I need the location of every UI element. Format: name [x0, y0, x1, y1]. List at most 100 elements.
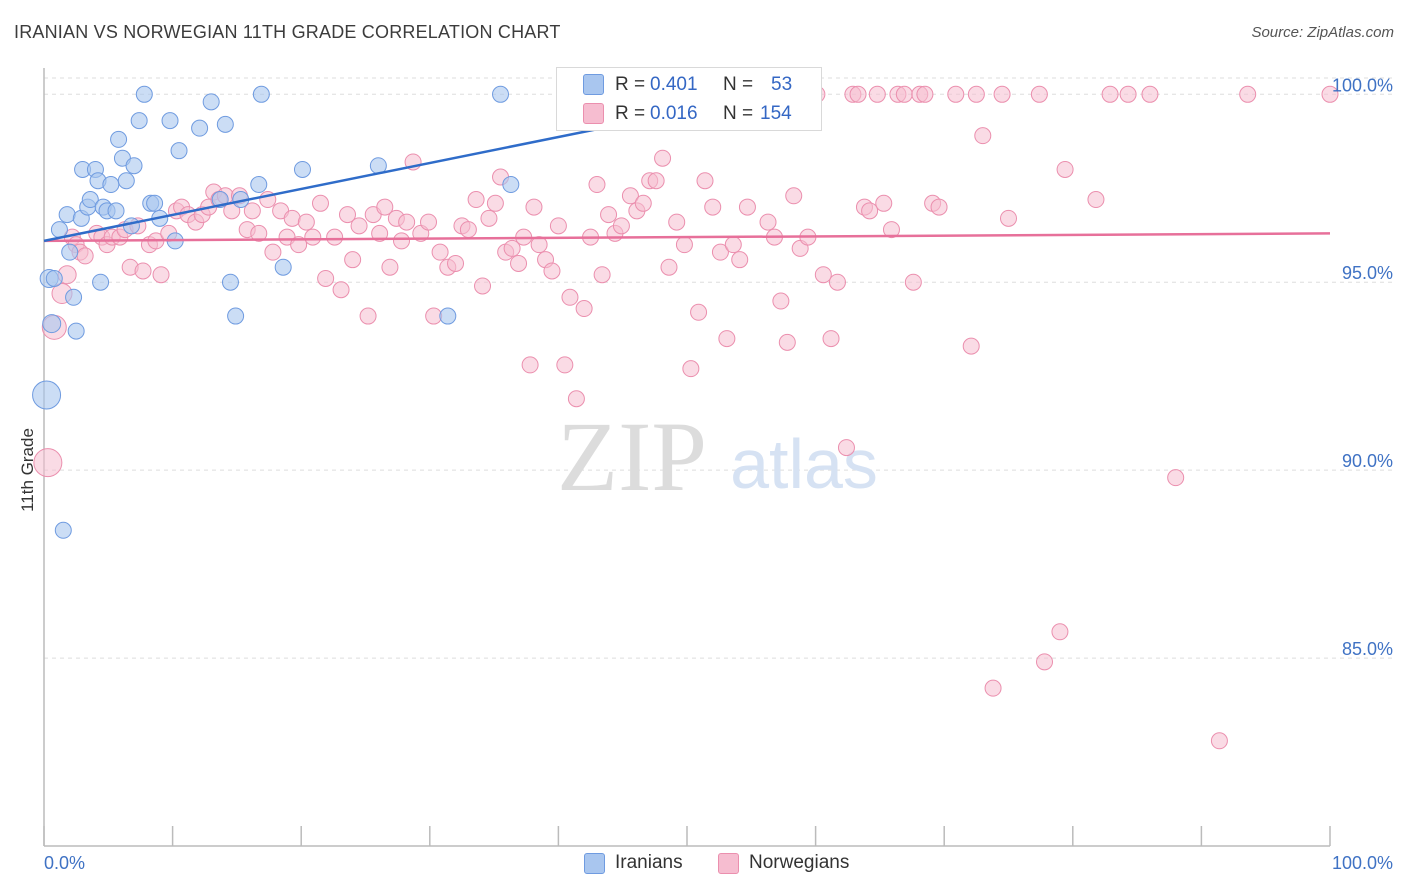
iranian-point [102, 176, 120, 194]
iranian-point [250, 176, 268, 194]
norwegian-point [283, 209, 301, 227]
norwegian-point [371, 224, 389, 242]
iranian-point [107, 202, 125, 220]
iranian-point [110, 130, 128, 148]
norwegian-point [359, 307, 377, 325]
norwegian-point [778, 333, 796, 351]
norwegian-point [1119, 85, 1137, 103]
iranian-point [191, 119, 209, 137]
norwegian-point [882, 221, 900, 239]
norwegian-point [930, 198, 948, 216]
iranians-n-label: N = [723, 74, 754, 95]
norwegian-point [962, 337, 980, 355]
norwegian-point [904, 273, 922, 291]
norwegian-point [690, 303, 708, 321]
y-tick-label: 100.0% [1332, 75, 1393, 95]
norwegian-point [1321, 85, 1339, 103]
x-tick-label-min: 0.0% [44, 853, 85, 873]
norwegian-point [459, 221, 477, 239]
norwegian-point [967, 85, 985, 103]
norwegian-point [647, 172, 665, 190]
norwegian-point [724, 236, 742, 254]
norwegian-point [668, 213, 686, 231]
norwegian-point [634, 194, 652, 212]
iranian-point [274, 258, 292, 276]
norwegian-point [33, 448, 63, 478]
norwegian-point [593, 266, 611, 284]
iranian-point [135, 85, 153, 103]
norwegian-point [467, 191, 485, 209]
norwegian-point [134, 262, 152, 280]
y-tick-label: 95.0% [1342, 263, 1393, 283]
tick-labels: 85.0% 90.0% 95.0% 100.0% 0.0% 100.0% [44, 75, 1393, 873]
norwegian-point [837, 439, 855, 457]
iranians-n-value: 53 [771, 74, 793, 95]
norwegian-point [654, 149, 672, 167]
norwegian-point [828, 273, 846, 291]
iranian-point [32, 380, 62, 410]
norwegian-point [243, 202, 261, 220]
norwegian-point [561, 288, 579, 306]
norwegian-point [486, 194, 504, 212]
stats-legend: R = 0.401 N = 53 R = 0.016 N = 154 [556, 67, 822, 131]
iranian-point [65, 288, 83, 306]
norwegian-point [682, 360, 700, 378]
iranian-point [227, 307, 245, 325]
iranian-point [61, 243, 79, 261]
norwegian-point [1087, 191, 1105, 209]
norwegian-point [350, 217, 368, 235]
stats-row-norwegians: R = 0.016 N = 154 [557, 99, 821, 129]
legend-item-iranians[interactable]: Iranians [584, 852, 683, 874]
gridlines [44, 77, 1395, 659]
legend-item-norwegians[interactable]: Norwegians [718, 852, 849, 874]
norwegian-point [575, 300, 593, 318]
norwegian-point [785, 187, 803, 205]
watermark-atlas: atlas [730, 425, 878, 503]
norwegian-point [696, 172, 714, 190]
norwegian-point [332, 281, 350, 299]
norwegian-point [1030, 85, 1048, 103]
iranian-point [221, 273, 239, 291]
iranian-point [502, 176, 520, 194]
iranian-point [81, 191, 99, 209]
norwegian-point [1056, 160, 1074, 178]
iranians-r-value: 0.401 [650, 74, 698, 95]
iranian-point [125, 157, 143, 175]
norwegians-n-label: N = [723, 103, 754, 124]
iranian-point [50, 221, 68, 239]
iranian-point [45, 269, 63, 287]
norwegian-point [588, 176, 606, 194]
iranian-point [293, 160, 311, 178]
legend-swatch-norwegians [718, 852, 739, 874]
iranian-point [492, 85, 510, 103]
norwegian-point [264, 243, 282, 261]
norwegian-point [660, 258, 678, 276]
norwegian-point [338, 206, 356, 224]
norwegians-swatch [583, 103, 604, 124]
iranian-point [122, 217, 140, 235]
iranian-point [439, 307, 457, 325]
norwegian-point [1000, 209, 1017, 227]
norwegian-point [76, 247, 94, 265]
norwegian-point [974, 127, 992, 145]
norwegian-point [704, 198, 722, 216]
iranian-point [161, 112, 179, 130]
norwegian-point [621, 187, 639, 205]
norwegian-point [1239, 85, 1257, 103]
norwegian-point [822, 330, 840, 348]
iranian-point [117, 172, 135, 190]
y-tick-label: 85.0% [1342, 639, 1393, 659]
norwegians-r-value: 0.016 [650, 103, 698, 124]
norwegian-point [304, 228, 322, 246]
iranian-point [54, 521, 72, 539]
norwegian-point [861, 202, 879, 220]
iranian-point [216, 115, 234, 133]
norwegian-point [431, 243, 449, 261]
iranians-swatch [583, 74, 604, 95]
norwegian-point [447, 254, 465, 272]
norwegian-point [731, 251, 749, 269]
norwegian-point [738, 198, 756, 216]
norwegian-point [814, 266, 832, 284]
norwegian-point [711, 243, 729, 261]
norwegian-point [381, 258, 399, 276]
